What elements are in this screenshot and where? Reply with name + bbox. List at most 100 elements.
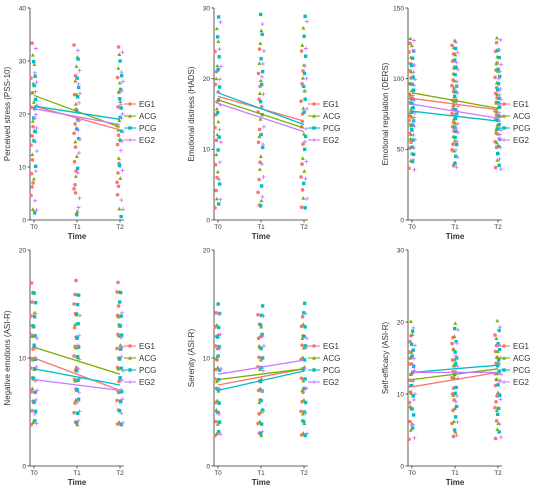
data-point-eg2 [218,432,223,437]
data-point-eg1 [115,346,119,351]
data-point-eg1 [408,419,412,424]
data-point-eg2 [303,176,308,181]
data-point-pcg [497,347,502,352]
data-point-pcg [411,106,415,110]
data-point-eg1 [299,49,304,53]
legend-label: PCG [513,366,530,375]
data-point-acg [408,319,413,323]
data-point-eg2 [454,126,459,131]
data-point-acg [257,61,262,65]
trend-line-acg [217,99,305,129]
trend-line-eg1 [411,97,499,111]
x-tick-label: T0 [214,470,222,477]
data-point-pcg [117,97,122,101]
data-point-eg1 [256,71,261,76]
data-point-pcg [258,12,263,17]
data-point-pcg [75,335,79,340]
data-point-pcg [216,302,220,306]
data-point-pcg [33,409,38,414]
data-point-acg [30,334,35,338]
data-point-pcg [301,84,306,89]
data-point-pcg [32,343,36,347]
data-point-pcg [259,422,264,426]
legend-label: PCG [139,366,156,375]
data-point-eg2 [77,357,82,362]
data-point-acg [409,350,414,354]
data-point-eg2 [260,104,265,109]
data-point-eg2 [76,205,81,210]
data-point-eg2 [75,399,80,404]
panel-4: 0 10 20 T0 T1 T2 Time Negative emotions (ASI-R)… [3,247,156,487]
data-point-pcg [217,368,222,372]
panel-6: 0 10 20 30 T0 T1 T2 Time Self-efficacy (ASI-R) EG… [381,247,530,487]
data-point-pcg [411,138,415,142]
legend-label: PCG [323,124,340,133]
data-point-pcg [454,84,459,88]
data-point-pcg [76,321,80,326]
x-tick-label: T2 [494,224,502,231]
data-point-pcg [410,329,415,333]
data-point-pcg [411,88,416,92]
data-point-eg2 [304,431,309,436]
data-point-eg2 [34,125,39,130]
data-point-pcg [260,408,265,412]
data-point-pcg [31,59,36,64]
legend-marker-pcg [312,368,316,372]
data-point-eg2 [76,366,81,371]
data-point-eg1 [115,398,119,403]
data-point-pcg [496,100,500,105]
data-point-eg1 [213,49,217,54]
data-point-pcg [117,409,122,413]
data-point-pcg [409,342,414,346]
data-point-acg [257,400,262,405]
data-point-eg2 [498,37,503,42]
data-point-pcg [215,387,220,391]
data-point-acg [301,397,306,402]
panel-3: 0 50 100 150 T0 T1 T2 Time Emotional regulation … [381,5,530,241]
legend-label: EG2 [323,378,340,387]
data-point-acg [451,419,456,424]
data-point-acg [408,372,413,376]
data-point-acg [494,377,499,382]
data-point-pcg [411,348,415,352]
data-point-eg2 [302,139,307,144]
data-point-pcg [119,106,123,110]
panel-1: 0 10 20 30 40 T0 T1 T2 Time Perceived stress (PSS… [3,5,156,241]
data-point-acg [301,378,306,383]
data-point-eg2 [410,157,415,162]
data-point-acg [495,371,500,376]
data-point-acg [408,404,413,409]
data-point-acg [216,332,221,337]
data-point-acg [118,176,123,180]
y-axis-title: Self-efficacy (ASI-R) [381,322,390,395]
data-point-acg [32,62,37,66]
data-point-pcg [217,55,221,59]
data-point-pcg [217,401,221,405]
data-point-pcg [454,404,459,409]
data-point-pcg [217,182,222,186]
data-point-eg2 [77,409,82,414]
data-point-eg2 [119,198,124,203]
data-point-acg [258,78,263,83]
data-point-acg [116,314,121,319]
data-point-eg2 [34,421,39,426]
data-point-eg2 [259,389,264,394]
data-point-pcg [410,123,415,128]
data-point-eg2 [302,63,307,68]
data-point-pcg [411,49,416,53]
data-point-pcg [495,412,500,417]
panel-5: 0 10 20 T0 T1 T2 Time Serenity (ASI-R) EG1 ACG PCG… [187,247,340,487]
data-point-pcg [497,55,501,60]
data-point-pcg [453,362,458,366]
trend-line-acg [217,368,305,381]
data-point-eg2 [119,116,124,121]
data-point-eg2 [411,115,416,120]
data-point-acg [408,428,413,432]
data-point-acg [300,355,305,359]
scatter-points [213,12,309,210]
data-point-eg1 [301,142,305,146]
y-tick-label: 10 [19,355,27,362]
data-point-eg2 [119,378,124,383]
x-tick-label: T1 [257,224,265,231]
data-point-acg [30,53,35,57]
